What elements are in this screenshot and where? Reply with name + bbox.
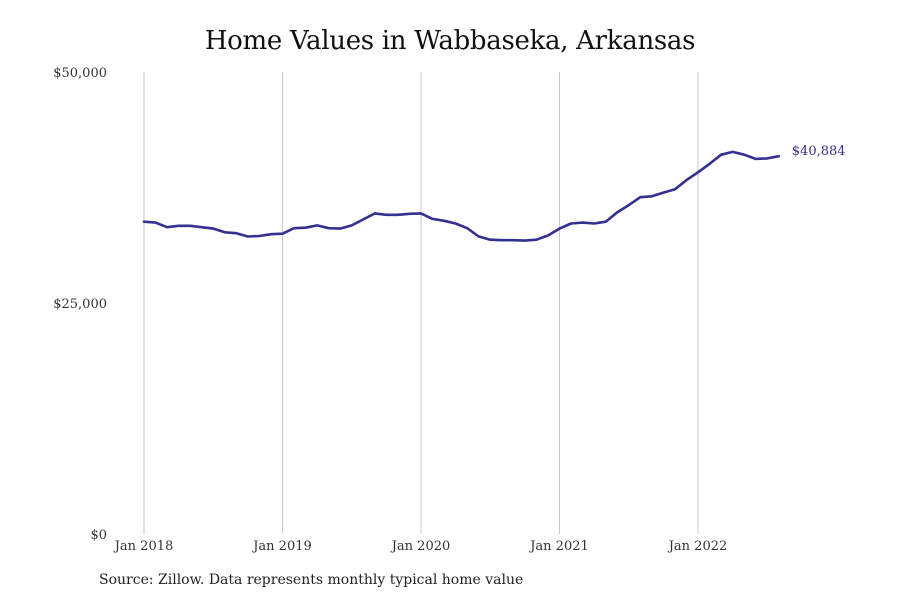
x-tick-label: Jan 2022 [667,539,728,554]
x-axis: Jan 2018 Jan 2019 Jan 2020 Jan 2021 Jan 2022 [113,539,728,554]
x-tick-label: Jan 2021 [528,539,589,554]
x-tick-label: Jan 2020 [390,539,451,554]
chart-title: Home Values in Wabbaseka, Arkansas [204,26,696,56]
y-tick-label: $25,000 [53,297,107,312]
series-layer [142,150,781,242]
series-line [142,150,781,242]
label-layer: $40,884 [792,144,846,159]
y-tick-label: $0 [90,528,107,543]
end-value-label: $40,884 [792,144,846,159]
x-tick-label: Jan 2019 [251,539,312,554]
source-note: Source: Zillow. Data represents monthly … [99,572,524,588]
x-tick-label: Jan 2018 [113,539,174,554]
y-tick-label: $50,000 [53,66,107,81]
y-axis: $0 $25,000 $50,000 [53,66,107,543]
gridlines [143,72,699,534]
